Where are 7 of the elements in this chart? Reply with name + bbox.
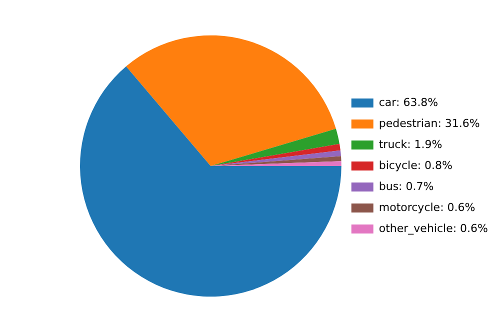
legend-label: motorcycle: 0.6% bbox=[378, 200, 476, 214]
legend-label: bicycle: 0.8% bbox=[378, 158, 452, 172]
legend-label: truck: 1.9% bbox=[378, 138, 442, 151]
legend-label: other_vehicle: 0.6% bbox=[378, 222, 488, 235]
legend-label: car: 63.8% bbox=[378, 96, 438, 109]
legend-label: bus: 0.7% bbox=[378, 180, 434, 193]
legend-label: pedestrian: 31.6% bbox=[378, 116, 480, 130]
